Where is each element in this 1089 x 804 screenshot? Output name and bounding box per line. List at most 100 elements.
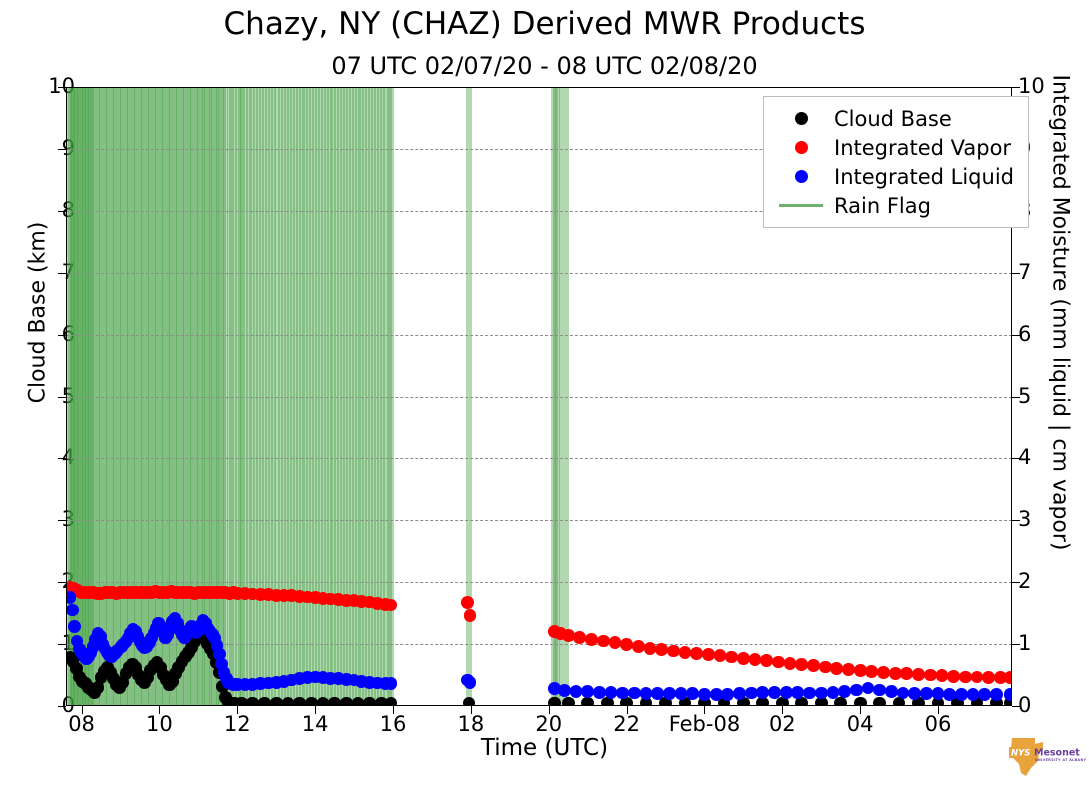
data-point-integrated_vapor (830, 661, 844, 675)
data-point-integrated_vapor (725, 650, 739, 664)
data-point-integrated_vapor (783, 656, 797, 670)
legend-item[interactable]: Integrated Liquid (774, 162, 1014, 191)
y-tick-label-left: 9 (61, 135, 75, 160)
data-point-integrated_vapor (585, 632, 598, 646)
data-point-integrated_liquid (838, 685, 851, 699)
y-tick-mark-left (58, 87, 66, 88)
data-point-integrated_liquid (68, 620, 81, 634)
y-tick-mark-left (58, 520, 66, 522)
data-point-integrated_vapor (573, 630, 587, 644)
data-point-integrated_vapor (795, 658, 809, 671)
y-tick-label-right: 7 (1018, 259, 1032, 284)
data-point-integrated_vapor (736, 651, 750, 665)
data-point-cloud_base (659, 696, 672, 706)
gridline (66, 334, 1012, 336)
data-point-integrated_vapor (900, 667, 914, 681)
y-tick-label-right: 5 (1018, 383, 1032, 408)
data-point-cloud_base (91, 681, 105, 694)
data-point-cloud_base (853, 696, 867, 706)
data-point-cloud_base (328, 696, 341, 706)
data-point-cloud_base (258, 696, 271, 706)
data-point-integrated_vapor (947, 669, 960, 683)
line-icon (779, 204, 823, 207)
data-point-integrated_vapor (631, 640, 645, 653)
x-tick-mark (237, 706, 239, 714)
data-point-integrated_liquid (1003, 688, 1012, 702)
data-point-integrated_liquid (66, 603, 79, 617)
data-point-integrated_liquid (663, 687, 676, 701)
data-point-integrated_liquid (212, 647, 226, 661)
data-point-cloud_base (736, 696, 750, 706)
data-point-integrated_liquid (463, 676, 477, 689)
data-point-integrated_liquid (756, 685, 770, 699)
y-tick-label-left: 5 (61, 383, 75, 408)
data-point-integrated_liquid (548, 682, 561, 696)
data-point-integrated_vapor (620, 638, 633, 652)
data-point-integrated_vapor (865, 664, 879, 678)
data-point-integrated_liquid (384, 677, 398, 691)
y-tick-mark-left (58, 396, 66, 398)
data-point-integrated_vapor (888, 666, 902, 680)
data-point-cloud_base (581, 696, 595, 706)
y-tick-mark-right (1012, 334, 1020, 336)
data-point-integrated_liquid (861, 681, 875, 695)
data-point-integrated_vapor (748, 653, 762, 666)
data-point-integrated_vapor (678, 645, 692, 659)
data-point-integrated_liquid (592, 685, 606, 699)
data-point-cloud_base (234, 696, 248, 706)
data-point-integrated_vapor (877, 666, 890, 679)
data-point-cloud_base (548, 696, 561, 706)
y-tick-label-right: 2 (1018, 569, 1032, 594)
legend-item[interactable]: Cloud Base (774, 104, 1014, 133)
data-point-cloud_base (931, 696, 945, 706)
x-tick-mark (548, 706, 550, 714)
data-point-integrated_vapor (701, 648, 715, 662)
x-tick-mark (159, 706, 161, 714)
data-point-cloud_base (775, 696, 789, 706)
dot-icon (794, 170, 808, 183)
y-tick-mark-left (58, 148, 66, 150)
legend-item[interactable]: Integrated Vapor (774, 133, 1014, 162)
data-point-integrated_liquid (674, 687, 688, 701)
x-tick-mark (782, 706, 784, 714)
y-tick-label-right: 1 (1018, 631, 1032, 656)
data-point-cloud_base (970, 696, 984, 706)
data-point-cloud_base (600, 696, 614, 706)
gridline (66, 644, 1012, 646)
y-tick-label-left: 6 (61, 321, 75, 346)
data-point-cloud_base (304, 696, 318, 706)
data-point-integrated_vapor (958, 670, 972, 684)
y-tick-mark-left (58, 706, 66, 707)
data-point-integrated_vapor (970, 670, 984, 684)
data-point-integrated_liquid (884, 685, 898, 699)
data-point-cloud_base (363, 696, 377, 706)
data-point-integrated_liquid (721, 687, 735, 701)
data-point-integrated_liquid (826, 685, 840, 699)
y-tick-mark-right (1012, 396, 1020, 398)
data-point-integrated_vapor (384, 598, 398, 612)
data-point-integrated_liquid (569, 684, 583, 698)
gridline (66, 272, 1012, 274)
data-point-integrated_liquid (873, 683, 887, 697)
y-tick-label-left: 7 (61, 259, 75, 284)
data-point-integrated_liquid (709, 687, 723, 701)
y-tick-mark-left (58, 582, 66, 584)
x-tick-mark (393, 706, 394, 714)
y-tick-mark-left (58, 458, 66, 460)
data-point-integrated_vapor (666, 644, 680, 658)
x-tick-label: 12 (223, 712, 251, 736)
y-tick-mark-right (1012, 458, 1020, 460)
y-tick-mark-right (1012, 644, 1020, 646)
legend-line-swatch (774, 204, 828, 207)
legend-dot-swatch (774, 112, 828, 125)
data-point-integrated_vapor (608, 636, 622, 650)
data-point-integrated_vapor (713, 649, 727, 663)
y-tick-mark-left (58, 210, 66, 212)
data-point-integrated_vapor (760, 654, 774, 668)
data-point-integrated_liquid (651, 687, 665, 701)
data-point-integrated_liquid (686, 687, 700, 701)
legend-item[interactable]: Rain Flag (774, 191, 1014, 220)
data-point-integrated_liquid (557, 684, 571, 697)
y-tick-mark-left (58, 334, 66, 336)
data-point-integrated_vapor (596, 634, 610, 648)
